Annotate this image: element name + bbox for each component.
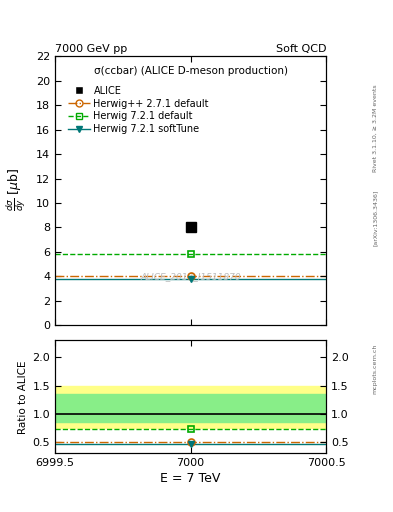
Text: ALICE_2017_I1511870: ALICE_2017_I1511870 [140,272,241,281]
Bar [55,386,326,428]
Text: [arXiv:1306.3436]: [arXiv:1306.3436] [373,189,378,246]
Bar [55,394,326,422]
Text: $\frac{d\sigma}{dy}$ [$\mu$b]: $\frac{d\sigma}{dy}$ [$\mu$b] [4,168,28,211]
Text: σ(ccbar) (ALICE D-meson production): σ(ccbar) (ALICE D-meson production) [94,66,288,76]
Legend: ALICE, Herwig++ 2.7.1 default, Herwig 7.2.1 default, Herwig 7.2.1 softTune: ALICE, Herwig++ 2.7.1 default, Herwig 7.… [65,82,212,137]
Y-axis label: Ratio to ALICE: Ratio to ALICE [18,360,28,434]
Text: Rivet 3.1.10, ≥ 3.2M events: Rivet 3.1.10, ≥ 3.2M events [373,84,378,172]
Text: 7000 GeV pp: 7000 GeV pp [55,44,127,54]
Text: mcplots.cern.ch: mcplots.cern.ch [373,344,378,394]
Text: Soft QCD: Soft QCD [276,44,326,54]
X-axis label: E = 7 TeV: E = 7 TeV [160,472,221,485]
